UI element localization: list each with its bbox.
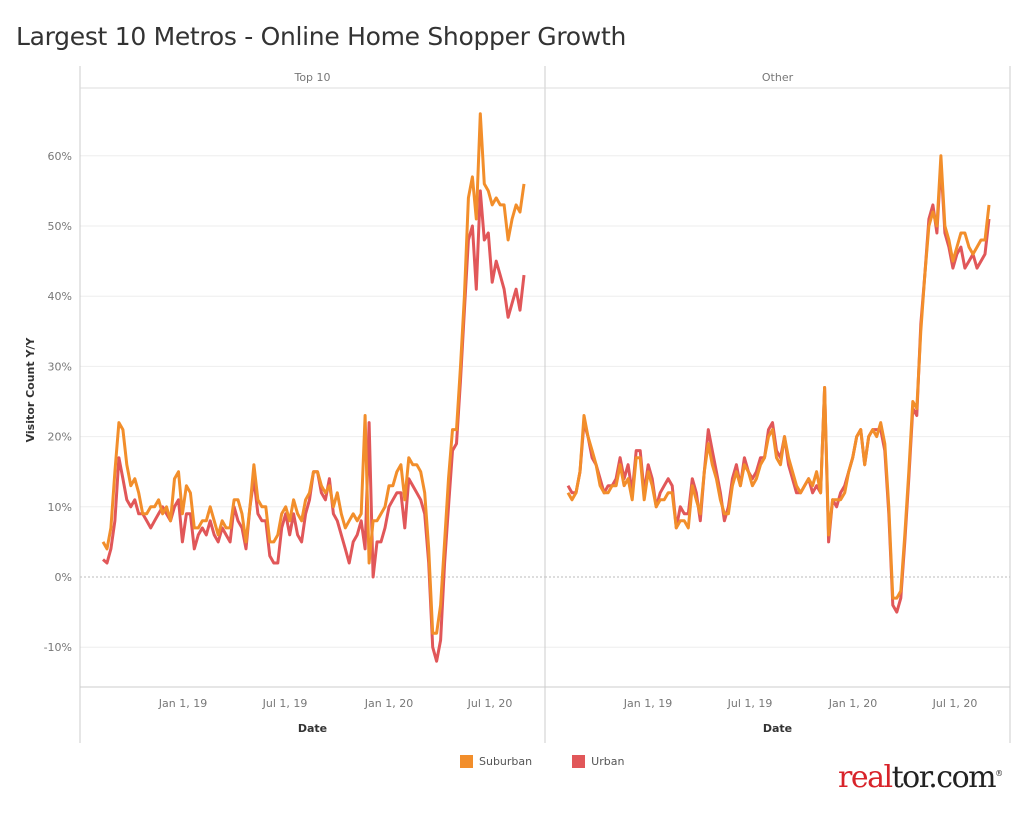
series-line-urban	[102, 189, 526, 663]
y-tick-label: -10%	[44, 641, 72, 654]
realtor-logo: realtor.com®	[838, 760, 1003, 795]
legend-item-suburban[interactable]: Suburban	[460, 755, 532, 768]
urban-swatch	[572, 755, 586, 768]
y-tick-label: 0%	[55, 571, 72, 584]
y-tick-label: 50%	[48, 220, 72, 233]
legend-label-urban: Urban	[591, 755, 625, 768]
legend: Suburban Urban	[460, 755, 624, 768]
y-tick-label: 20%	[48, 431, 72, 444]
legend-label-suburban: Suburban	[479, 755, 533, 768]
y-tick-label: 30%	[48, 360, 72, 373]
y-tick-label: 10%	[48, 501, 72, 514]
legend-item-urban[interactable]: Urban	[572, 755, 624, 768]
series-line-suburban	[101, 112, 526, 635]
x-tick-label: Jul 1, 20	[467, 697, 513, 710]
series-line-urban	[566, 161, 991, 614]
x-tick-label: Jan 1, 20	[364, 697, 413, 710]
x-tick-label: Jul 1, 19	[727, 697, 773, 710]
y-tick-label: 40%	[48, 290, 72, 303]
chart-title: Largest 10 Metros - Online Home Shopper …	[16, 22, 626, 51]
series-line-suburban	[566, 154, 991, 600]
x-tick-label: Jan 1, 19	[158, 697, 207, 710]
x-axis-label: Date	[298, 722, 327, 735]
x-axis-label: Date	[763, 722, 792, 735]
y-axis-label: Visitor Count Y/Y	[24, 337, 37, 443]
x-tick-label: Jan 1, 20	[828, 697, 877, 710]
suburban-swatch	[460, 755, 473, 768]
y-tick-label: 60%	[48, 150, 72, 163]
facet-header: Top 10	[293, 71, 330, 84]
x-tick-label: Jul 1, 19	[262, 697, 308, 710]
x-tick-label: Jul 1, 20	[932, 697, 978, 710]
facet-header: Other	[762, 71, 794, 84]
x-tick-label: Jan 1, 19	[623, 697, 672, 710]
